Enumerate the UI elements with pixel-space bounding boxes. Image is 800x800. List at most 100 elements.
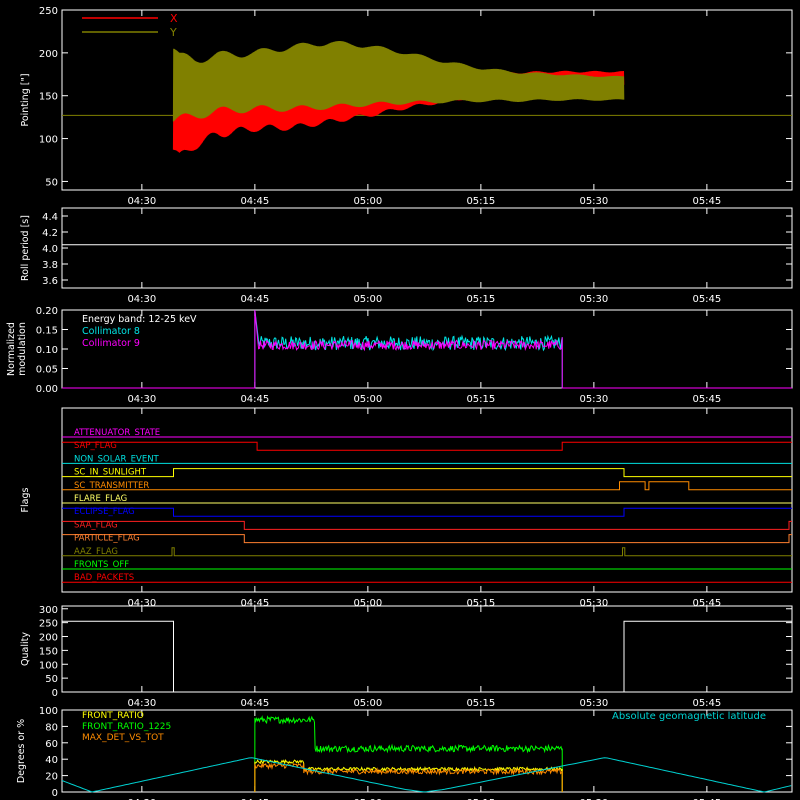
quality-line [62,620,792,693]
y-tick-label: 150 [39,646,58,657]
y-tick-label: 100 [39,135,58,146]
x-tick-label: 05:30 [579,196,608,207]
flag-label: SC_IN_SUNLIGHT [74,468,147,478]
y-tick-label: 4.0 [42,244,58,255]
x-tick-label: 05:45 [692,698,721,709]
roll_period-panel: 04:30 04:45 05:00 05:15 05:30 05:45 3.6 3.8 4.0 4… [20,207,793,305]
x-tick-label: 04:30 [127,196,156,207]
flag-label: PARTICLE_FLAG [74,534,140,544]
y-axis-label: Flags [20,487,31,512]
legend-x-label: X [170,12,178,25]
legend-front-ratio-1225: FRONT_RATIO_1225 [82,722,171,732]
flag-label: NON_SOLAR_EVENT [74,454,160,464]
x-tick-label: 05:30 [579,598,608,609]
x-tick-label: 05:15 [466,394,495,405]
x-tick-label: 05:00 [353,196,382,207]
legend-geomag-latitude: Absolute geomagnetic latitude [612,711,766,722]
x-tick-label: 04:30 [127,598,156,609]
flag-line [62,468,792,478]
ratios-panel: 04:30 04:45 05:00 05:15 05:30 05:45 0 20 40 60 80 1… [16,706,793,800]
y-tick-label: 0.05 [36,365,58,376]
y-pointing-line [172,40,625,122]
x-tick-label: 05:30 [579,394,608,405]
x-tick-label: 05:15 [466,798,495,800]
x-tick-label: 05:15 [466,196,495,207]
legend-collimator9: Collimator 9 [82,338,140,349]
x-tick-label: 05:00 [353,698,382,709]
x-tick-label: 04:45 [240,598,269,609]
x-tick-label: 05:45 [692,598,721,609]
y-tick-label: 0 [52,688,58,699]
legend-front-ratio: FRONT_RATIO [82,711,144,721]
y-tick-label: 3.6 [42,276,58,287]
flag-label: ATTENUATOR_STATE [74,428,160,438]
x-tick-label: 05:15 [466,698,495,709]
legend-collimator8: Collimator 8 [82,326,140,337]
x-tick-label: 04:30 [127,394,156,405]
y-axis-label: Quality [20,632,31,666]
x-tick-label: 04:45 [240,294,269,305]
y-tick-label: 4.4 [42,212,58,223]
x-tick-label: 04:30 [127,698,156,709]
y-tick-label: 300 [39,605,58,616]
flag-line [62,534,792,544]
y-tick-label: 250 [39,619,58,630]
flag-line [62,520,792,530]
flag-label: AAZ_FLAG [74,547,118,557]
x-tick-label: 04:45 [240,394,269,405]
flag-label: FRONTS_OFF [74,560,129,570]
flag-line [62,507,792,517]
x-tick-label: 04:45 [240,798,269,800]
quality-panel: 04:30 04:45 05:00 05:15 05:30 05:45 0 50 100 150 2… [20,605,793,709]
flag-line [62,441,792,451]
y-axis-label: Normalizedmodulation [6,322,28,376]
x-tick-label: 05:00 [353,598,382,609]
flag-label: BAD_PACKETS [74,573,134,583]
y-tick-label: 100 [39,706,58,717]
y-axis-label: Roll period [s] [20,215,31,281]
y-tick-label: 50 [45,674,58,685]
flag-line [62,547,792,557]
x-tick-label: 05:30 [579,698,608,709]
x-tick-label: 04:45 [240,698,269,709]
x-tick-label: 05:00 [353,394,382,405]
x-tick-label: 05:45 [692,798,721,800]
y-tick-label: 3.8 [42,260,58,271]
x-tick-label: 05:00 [353,294,382,305]
y-tick-label: 4.2 [42,228,58,239]
y-tick-label: 250 [39,6,58,17]
flags-frame [61,407,793,593]
y-tick-label: 20 [45,772,58,783]
x-tick-label: 05:30 [579,294,608,305]
y-tick-label: 0.10 [36,345,58,356]
geomag-latitude-line [61,757,792,793]
y-axis-label-line: Degrees or % [16,719,27,783]
y-tick-label: 0.00 [36,384,58,395]
y-tick-label: 100 [39,660,58,671]
x-tick-label: 05:15 [466,598,495,609]
x-tick-label: 05:15 [466,294,495,305]
y-tick-label: 200 [39,49,58,60]
flags-panel: 04:30 04:45 05:00 05:15 05:30 05:45 Flags ATTEN… [20,407,793,609]
y-tick-label: 80 [45,722,58,733]
flag-label: SAA_FLAG [74,520,118,530]
flag-line [62,481,792,491]
y-tick-label: 0.15 [36,326,58,337]
y-axis-label-line: modulation [17,322,28,376]
y-tick-label: 40 [45,755,58,766]
x-tick-label: 04:30 [127,798,156,800]
flag-label: ECLIPSE_FLAG [74,507,135,517]
x-tick-label: 05:00 [353,798,382,800]
x-tick-label: 04:45 [240,196,269,207]
y-tick-label: 150 [39,92,58,103]
x-tick-label: 05:30 [579,798,608,800]
legend-y-label: Y [169,26,177,39]
flag-label: SC_TRANSMITTER [74,481,149,491]
x-tick-label: 04:30 [127,294,156,305]
y-tick-label: 0 [52,788,58,799]
y-axis-label-line: Normalized [6,322,17,376]
legend-max-det-vs-tot: MAX_DET_VS_TOT [82,733,164,743]
x-tick-label: 05:45 [692,196,721,207]
y-tick-label: 50 [45,177,58,188]
